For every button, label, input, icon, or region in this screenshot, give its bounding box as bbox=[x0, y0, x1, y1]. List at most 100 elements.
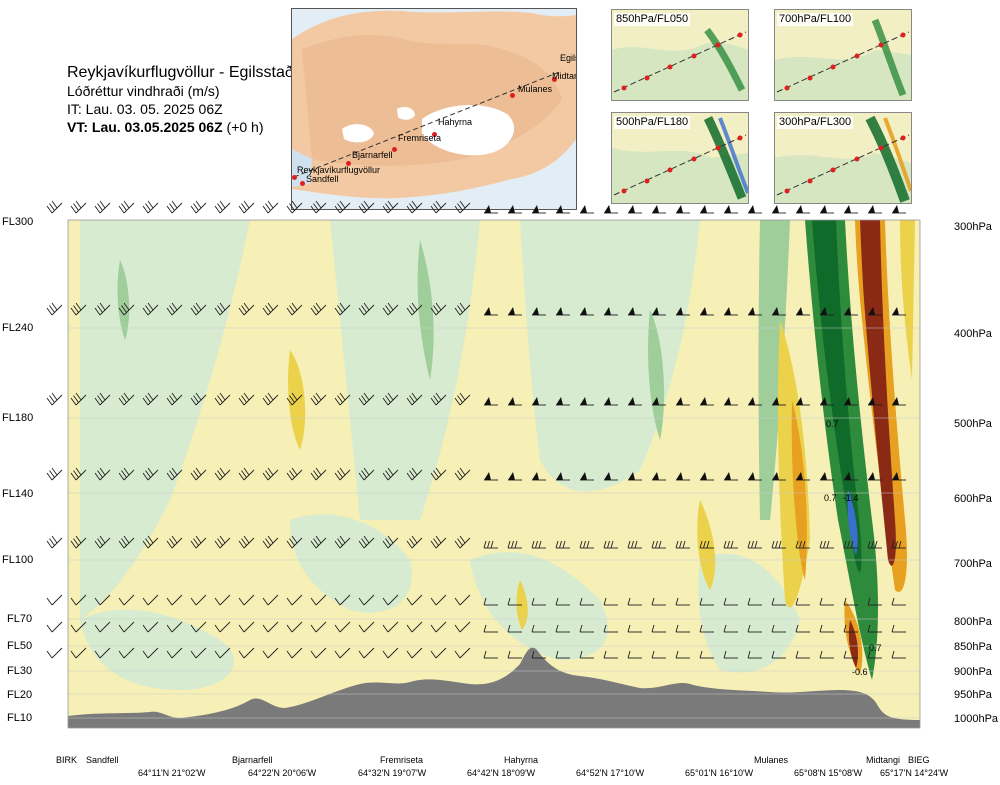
wind-barb bbox=[334, 302, 351, 316]
wind-barb bbox=[867, 650, 882, 659]
wind-barb bbox=[795, 650, 810, 659]
wind-barb bbox=[430, 200, 447, 214]
fl-label-fl20: FL20 bbox=[7, 689, 33, 701]
wind-barb bbox=[142, 594, 159, 606]
wind-barb bbox=[771, 650, 786, 659]
wind-barb bbox=[310, 647, 327, 659]
wind-barb bbox=[454, 594, 471, 606]
coord-label: 64°32'N 19°07'W bbox=[358, 768, 427, 778]
wind-barb bbox=[796, 307, 810, 316]
wind-barb bbox=[891, 650, 906, 659]
wind-barb bbox=[334, 535, 351, 549]
wind-barb bbox=[190, 621, 207, 633]
wind-barb bbox=[772, 472, 786, 481]
wind-barb bbox=[651, 540, 666, 549]
wind-barb bbox=[772, 205, 786, 214]
wind-barb bbox=[262, 302, 279, 316]
route-map-graphic bbox=[292, 9, 576, 209]
wind-barb bbox=[651, 597, 666, 606]
wind-barb bbox=[214, 621, 231, 633]
wind-barb bbox=[627, 540, 642, 549]
wind-barb bbox=[166, 392, 183, 406]
wind-barb bbox=[382, 647, 399, 659]
coord-label: 64°42'N 18°09'W bbox=[467, 768, 536, 778]
wind-barb bbox=[651, 624, 666, 633]
wind-barb bbox=[46, 302, 63, 316]
wind-barb bbox=[483, 540, 498, 549]
wind-barb bbox=[556, 472, 570, 481]
wind-barb bbox=[166, 200, 183, 214]
wind-barb bbox=[772, 397, 786, 406]
station-fremriseta: Fremriseta bbox=[380, 755, 424, 765]
wind-barb bbox=[94, 535, 111, 549]
wind-barb bbox=[676, 205, 690, 214]
wind-barb bbox=[406, 594, 423, 606]
wind-barb bbox=[118, 535, 135, 549]
wind-barb bbox=[142, 467, 159, 481]
coord-label: 65°17'N 14°24'W bbox=[880, 768, 949, 778]
route-point-marker bbox=[292, 175, 297, 180]
wind-barb bbox=[531, 540, 546, 549]
wind-barb bbox=[454, 535, 471, 549]
wind-barb bbox=[580, 205, 594, 214]
wind-barb bbox=[238, 392, 255, 406]
wind-barb bbox=[262, 467, 279, 481]
wind-barb bbox=[406, 535, 423, 549]
coord-label: 65°01'N 16°10'W bbox=[685, 768, 754, 778]
route-point-marker bbox=[510, 93, 515, 98]
wind-barb bbox=[46, 392, 63, 406]
wind-barb bbox=[844, 472, 858, 481]
wind-barb bbox=[820, 205, 834, 214]
wind-barb bbox=[142, 535, 159, 549]
wind-barb bbox=[723, 624, 738, 633]
wind-barb bbox=[508, 205, 522, 214]
contour-label: -0.6 bbox=[852, 667, 868, 677]
wind-barb bbox=[483, 624, 498, 633]
wind-barb bbox=[430, 594, 447, 606]
fl-label-fl240: FL240 bbox=[2, 322, 34, 334]
wind-barb bbox=[262, 200, 279, 214]
wind-barb bbox=[820, 472, 834, 481]
thumbnail-300hpa[interactable]: 300hPa/FL300 bbox=[774, 112, 912, 204]
wind-barb bbox=[604, 397, 618, 406]
thumbnail-700hpa[interactable]: 700hPa/FL100 bbox=[774, 9, 912, 101]
wind-barb bbox=[723, 540, 738, 549]
wind-barb bbox=[892, 205, 906, 214]
wind-barb bbox=[454, 467, 471, 481]
wind-barb bbox=[238, 647, 255, 659]
coord-label: 65°08'N 15°08'W bbox=[794, 768, 863, 778]
fl-label-fl300: FL300 bbox=[2, 216, 34, 228]
wind-barb bbox=[214, 594, 231, 606]
wind-barb bbox=[334, 467, 351, 481]
wind-barb bbox=[604, 307, 618, 316]
thumbnail-500hpa[interactable]: 500hPa/FL180 bbox=[611, 112, 749, 204]
wind-barb bbox=[868, 397, 882, 406]
wind-barb bbox=[723, 597, 738, 606]
wind-barb bbox=[628, 397, 642, 406]
wind-barb bbox=[46, 594, 63, 606]
wind-barb bbox=[675, 540, 690, 549]
wind-barb bbox=[430, 392, 447, 406]
wind-barb bbox=[603, 624, 618, 633]
wind-barb bbox=[507, 650, 522, 659]
wind-barb bbox=[190, 467, 207, 481]
wind-barb bbox=[700, 205, 714, 214]
fl-label-fl70: FL70 bbox=[7, 613, 33, 625]
pressure-label-950: 950hPa bbox=[954, 689, 992, 701]
wind-barb bbox=[556, 205, 570, 214]
wind-barb bbox=[748, 205, 762, 214]
wind-barb bbox=[334, 647, 351, 659]
wind-barb bbox=[771, 540, 786, 549]
wind-barb bbox=[382, 535, 399, 549]
wind-barb bbox=[484, 307, 498, 316]
wind-barb bbox=[748, 307, 762, 316]
route-map[interactable]: Reykjavíkurflugvöllur Sandfell Bjarnarfe… bbox=[291, 8, 577, 210]
wind-barb bbox=[142, 647, 159, 659]
wind-barb bbox=[796, 397, 810, 406]
thumbnail-500hpa-label: 500hPa/FL180 bbox=[614, 116, 691, 129]
wind-barb bbox=[747, 540, 762, 549]
thumbnail-850hpa[interactable]: 850hPa/FL050 bbox=[611, 9, 749, 101]
wind-barb bbox=[555, 624, 570, 633]
wind-barb bbox=[430, 647, 447, 659]
wind-barb bbox=[699, 624, 714, 633]
